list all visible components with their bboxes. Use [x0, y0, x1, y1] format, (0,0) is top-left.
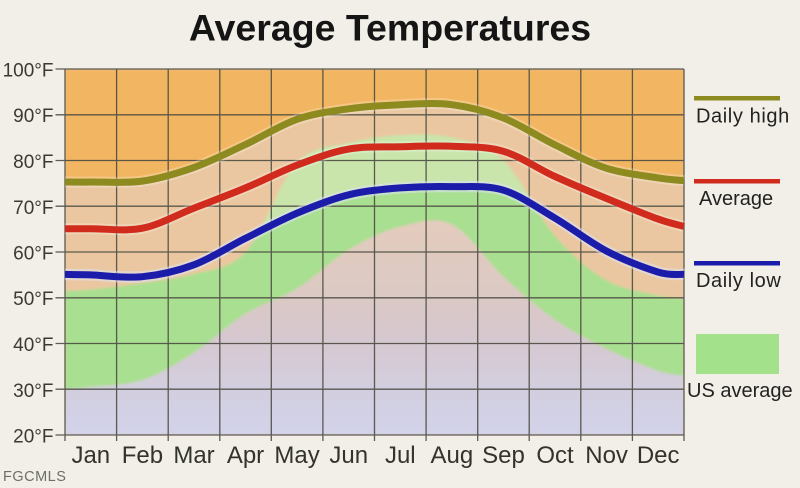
svg-text:US average: US average	[687, 380, 793, 402]
svg-text:Jul: Jul	[385, 442, 416, 469]
svg-text:Jun: Jun	[329, 442, 368, 469]
svg-text:30°F: 30°F	[13, 381, 53, 402]
svg-text:80°F: 80°F	[13, 152, 53, 173]
svg-text:Oct: Oct	[536, 442, 574, 469]
svg-text:Daily high: Daily high	[696, 106, 790, 128]
svg-text:Average Temperatures: Average Temperatures	[189, 7, 591, 49]
svg-text:50°F: 50°F	[13, 289, 53, 310]
svg-text:Average: Average	[699, 188, 773, 210]
svg-text:Mar: Mar	[173, 442, 214, 469]
svg-text:FGCMLS: FGCMLS	[3, 469, 66, 485]
svg-text:Sep: Sep	[482, 442, 525, 469]
svg-text:Nov: Nov	[585, 442, 628, 469]
svg-text:20°F: 20°F	[13, 427, 53, 448]
svg-text:Feb: Feb	[122, 442, 163, 469]
svg-text:Dec: Dec	[637, 442, 680, 469]
svg-text:90°F: 90°F	[13, 106, 53, 127]
svg-text:40°F: 40°F	[13, 335, 53, 356]
svg-text:Apr: Apr	[227, 442, 264, 469]
svg-text:Jan: Jan	[71, 442, 110, 469]
svg-text:70°F: 70°F	[13, 198, 53, 219]
svg-text:Aug: Aug	[431, 442, 474, 469]
svg-text:60°F: 60°F	[13, 244, 53, 265]
svg-text:May: May	[274, 442, 319, 469]
svg-text:Daily low: Daily low	[696, 270, 781, 292]
svg-text:100°F: 100°F	[3, 61, 54, 82]
